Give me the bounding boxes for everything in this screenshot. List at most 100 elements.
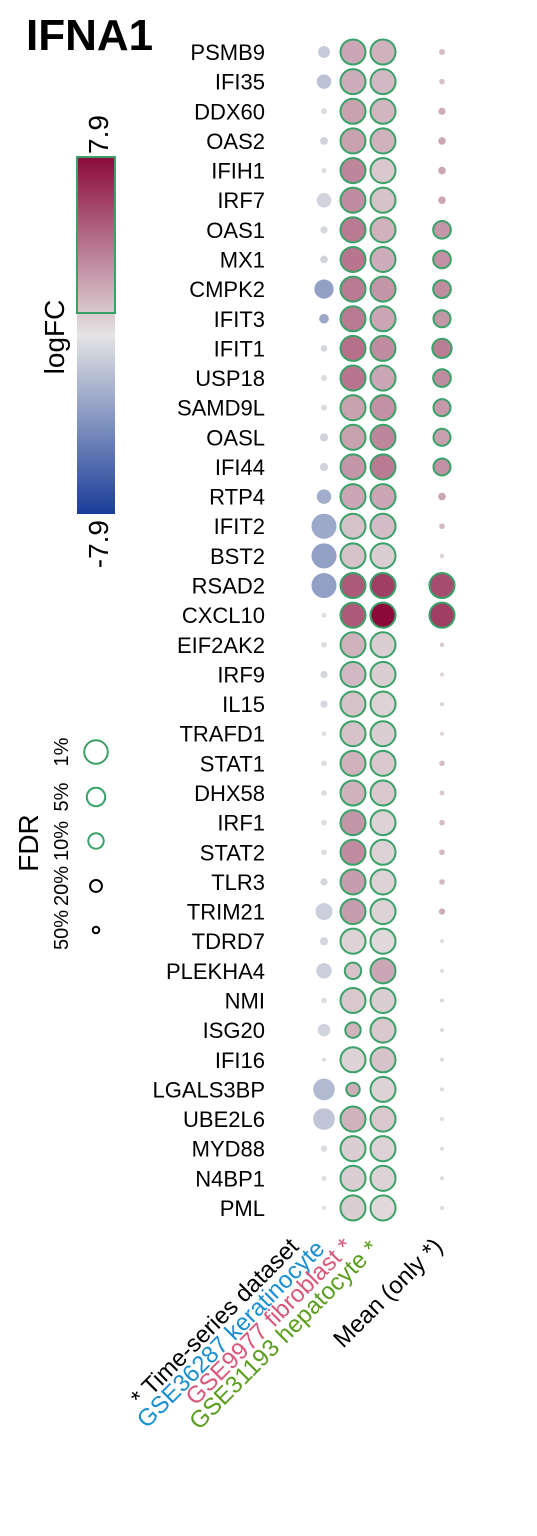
dot [369, 305, 397, 333]
dot [369, 1075, 397, 1103]
dot [339, 601, 367, 629]
dot [314, 279, 334, 299]
fdr-legend-label: 50% [51, 910, 73, 950]
dot [369, 38, 397, 66]
gene-label: UBE2L6 [183, 1107, 265, 1132]
chart-title: IFNA1 [26, 11, 153, 60]
dot [438, 166, 446, 175]
dot [439, 849, 445, 856]
dot [321, 612, 327, 618]
colorbar-min-label: -7.9 [83, 520, 114, 568]
dot [432, 309, 452, 329]
dot [440, 998, 444, 1003]
dot [369, 97, 397, 125]
dot [369, 957, 397, 985]
dot [369, 809, 397, 837]
dot [369, 453, 397, 481]
dot [438, 107, 446, 115]
dot [339, 127, 367, 155]
gene-label: IRF7 [217, 188, 265, 213]
dot [339, 660, 367, 688]
dot [369, 216, 397, 244]
dot [369, 660, 397, 688]
dot [439, 49, 445, 55]
dot [438, 137, 446, 145]
gene-label: OAS1 [206, 218, 265, 243]
dot [369, 868, 397, 896]
dot [339, 245, 367, 274]
dot [320, 670, 328, 679]
dot [369, 186, 397, 214]
dot [440, 1146, 444, 1151]
gene-label: LGALS3BP [152, 1077, 265, 1102]
dot [369, 631, 397, 659]
gene-label: MYD88 [192, 1137, 265, 1162]
gene-label: IFI44 [215, 455, 265, 480]
dot [439, 553, 445, 559]
dot [321, 760, 327, 767]
dot [369, 720, 397, 748]
dot [319, 313, 329, 324]
dot [369, 394, 397, 422]
dot [311, 543, 337, 569]
dot [339, 453, 367, 481]
dot [440, 1176, 444, 1181]
dot [311, 513, 337, 539]
dot [339, 38, 367, 66]
dot [432, 398, 452, 418]
gene-label: CMPK2 [189, 277, 265, 302]
dot [440, 1117, 444, 1122]
gene-label: ISG20 [203, 1018, 265, 1043]
gene-label: IFIT3 [214, 307, 265, 332]
dot [369, 779, 397, 807]
dot [369, 1105, 397, 1133]
gene-label: IFI16 [215, 1048, 265, 1073]
gene-label: STAT1 [200, 751, 265, 776]
gene-label: OAS2 [206, 129, 265, 154]
dot [432, 457, 452, 477]
dot [369, 1016, 397, 1044]
gene-label: PLEKHA4 [166, 959, 265, 984]
dot [440, 702, 444, 707]
dot [439, 879, 445, 885]
dot [432, 427, 452, 447]
dot [369, 423, 397, 451]
dot [369, 157, 397, 185]
gene-label: IFIH1 [211, 159, 265, 184]
fdr-legend-label: 20% [51, 866, 73, 906]
dot [321, 819, 327, 826]
dot [339, 927, 367, 955]
dot [339, 394, 367, 422]
dot [369, 601, 397, 629]
dot [320, 255, 328, 264]
dot [320, 700, 328, 708]
dot [428, 601, 456, 629]
gene-label: IRF9 [217, 662, 265, 687]
dot [369, 1164, 397, 1192]
gene-label: N4BP1 [195, 1166, 265, 1191]
dot [321, 849, 327, 856]
dot [440, 672, 444, 677]
dot [317, 1023, 331, 1037]
dot [339, 838, 367, 866]
dot [339, 986, 367, 1015]
dot [339, 542, 367, 570]
dot [339, 1164, 367, 1192]
dot [440, 1087, 444, 1092]
dot [339, 720, 367, 748]
dot [321, 375, 327, 382]
gene-label: MX1 [220, 247, 265, 272]
dot [321, 108, 327, 115]
dot [321, 997, 327, 1004]
gene-label: OASL [206, 425, 265, 450]
fdr-legend-dot [89, 879, 103, 893]
dot [339, 1194, 367, 1222]
dot [343, 961, 363, 981]
dot [439, 642, 445, 648]
dot [369, 1046, 397, 1074]
gene-label: USP18 [195, 366, 265, 391]
colorbar-max-label: 7.9 [83, 115, 114, 154]
dot [369, 68, 397, 96]
dot [369, 1135, 397, 1163]
